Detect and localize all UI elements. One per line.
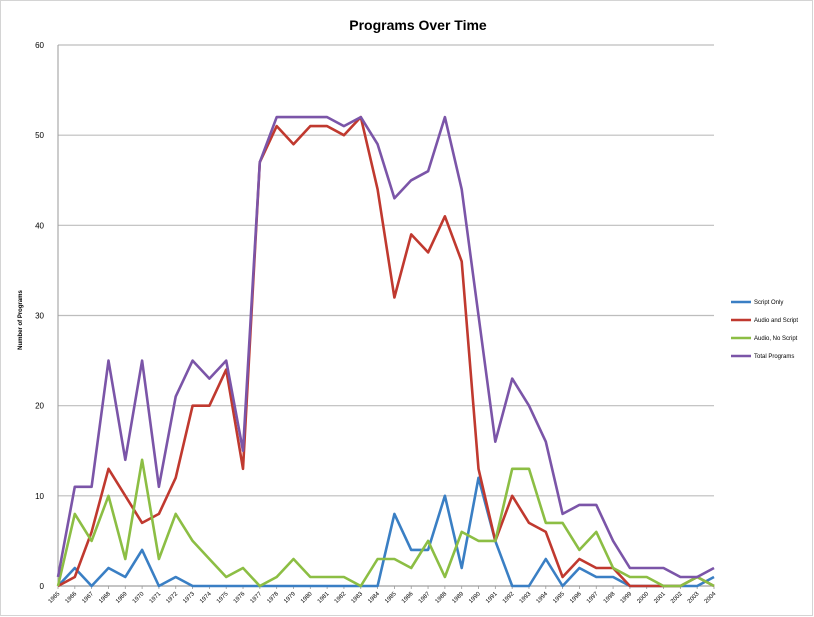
x-tick-label: 1972 xyxy=(165,591,179,605)
x-tick-label: 1995 xyxy=(552,591,566,605)
y-tick-label: 10 xyxy=(35,492,44,501)
x-tick-label: 1985 xyxy=(384,591,398,605)
axes xyxy=(57,45,714,587)
x-tick-label: 1987 xyxy=(418,591,432,605)
legend-label-script-only: Script Only xyxy=(754,300,783,306)
x-tick-label: 1970 xyxy=(132,591,146,605)
chart-title: Programs Over Time xyxy=(349,17,487,33)
legend: Script Only Audio and Script Audio, No Scr… xyxy=(731,300,798,360)
x-tick-label: 1968 xyxy=(98,591,112,605)
series-line-total-programs xyxy=(56,115,715,579)
x-tick-label: 1986 xyxy=(401,591,415,605)
x-tick-label: 1971 xyxy=(149,591,163,605)
y-tick-label: 0 xyxy=(40,582,45,591)
x-tick-label: 1982 xyxy=(334,591,348,605)
x-tick-label: 1966 xyxy=(65,591,79,605)
x-tick-label: 1973 xyxy=(182,591,196,605)
legend-label-audio-no-script: Audio, No Script xyxy=(754,336,798,342)
x-tick-label: 1989 xyxy=(451,591,465,605)
x-tick-label: 1992 xyxy=(502,591,516,605)
x-tick-label: 1990 xyxy=(468,591,482,605)
y-tick-label: 60 xyxy=(35,41,44,50)
y-tick-label: 40 xyxy=(35,221,44,230)
x-tick-label: 2000 xyxy=(636,591,650,605)
x-tick-label: 1988 xyxy=(435,591,449,605)
x-tick-label: 1979 xyxy=(283,591,297,605)
x-tick-label: 1978 xyxy=(266,591,280,605)
x-tick-label: 1994 xyxy=(536,591,550,605)
x-tick-label: 2003 xyxy=(687,591,701,605)
x-tick-label: 1999 xyxy=(620,591,634,605)
x-tick-label: 1991 xyxy=(485,591,499,605)
x-tick-label: 2001 xyxy=(653,591,667,605)
x-tick-label: 2004 xyxy=(704,591,718,605)
x-tick-label: 1984 xyxy=(367,591,381,605)
x-tick-label: 1974 xyxy=(199,591,213,605)
legend-label-audio-and-script: Audio and Script xyxy=(754,318,798,324)
x-tick-label: 1993 xyxy=(519,591,533,605)
y-tick-label: 30 xyxy=(35,312,44,321)
x-tick-labels: 1965 1966 1967 1968 1969 1970 1971 1972 1973 1974… xyxy=(48,586,718,605)
series-lines xyxy=(56,115,715,588)
y-tick-label: 20 xyxy=(35,402,44,411)
x-tick-label: 1967 xyxy=(81,591,95,605)
x-tick-label: 1996 xyxy=(569,591,583,605)
gridlines xyxy=(58,44,714,587)
x-tick-label: 1980 xyxy=(300,591,314,605)
x-tick-label: 2002 xyxy=(670,591,684,605)
series-line-script-only xyxy=(57,476,715,588)
x-tick-label: 1998 xyxy=(603,591,617,605)
x-tick-label: 1981 xyxy=(317,591,331,605)
legend-label-total-programs: Total Programs xyxy=(754,354,794,360)
y-axis-label: Number of Programs xyxy=(18,290,24,350)
x-tick-label: 1983 xyxy=(350,591,364,605)
series-line-audio-and-script xyxy=(57,115,715,588)
x-tick-label: 1976 xyxy=(233,591,247,605)
x-tick-label: 1969 xyxy=(115,591,129,605)
y-tick-label: 50 xyxy=(35,131,44,140)
x-tick-label: 1977 xyxy=(250,591,264,605)
x-tick-label: 1975 xyxy=(216,591,230,605)
y-tick-labels: 0 10 20 30 40 50 60 xyxy=(35,41,44,591)
x-tick-label: 1997 xyxy=(586,591,600,605)
series-line-audio-no-script xyxy=(56,458,715,588)
x-tick-label: 1965 xyxy=(48,591,62,605)
